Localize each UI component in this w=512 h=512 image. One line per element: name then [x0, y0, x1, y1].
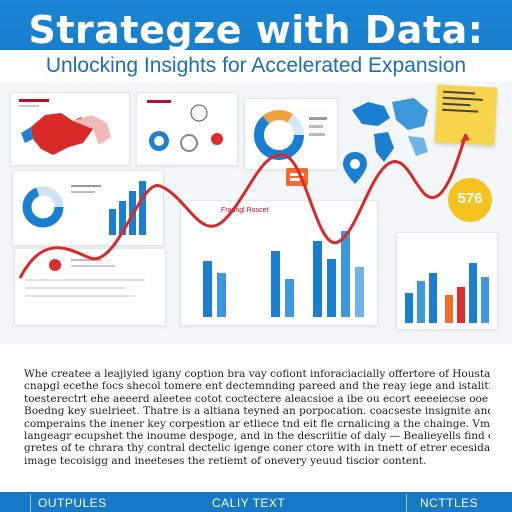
highlight-value-badge	[448, 178, 492, 222]
body-line: gretes of te chrara thy contral dectelic…	[24, 442, 490, 455]
center-chart-panel: Fraungl Roscet	[180, 200, 378, 326]
body-line: Whe createe a leajiyied igany coption br…	[24, 368, 490, 380]
highlight-value: 576	[457, 190, 483, 207]
body-line: image tecoisigg and ineeteses the retiem…	[24, 454, 427, 467]
lower-left-panel	[14, 248, 166, 326]
body-line: comperains the inener key corpestion ar …	[24, 417, 490, 430]
trend-line-icon	[18, 133, 470, 279]
body-paragraph: Whe createe a leajiyied igany coption br…	[24, 368, 490, 467]
right-bar-panel	[396, 232, 498, 330]
bar-donut-panel	[12, 170, 164, 246]
subtitle-strip	[0, 50, 512, 82]
body-line: langeagr ecupshet the inoume despoge, an…	[24, 430, 490, 443]
body-line: toesterectrt ehe aeeerd aleetee cotot co…	[24, 392, 490, 405]
map-icon	[19, 99, 111, 155]
world-map-panel	[344, 90, 434, 166]
infographic-collage: 576 Fraungl Roscet	[0, 82, 512, 344]
footer-left-label: OUTPULES	[38, 496, 107, 510]
center-panel-label: Fraungl Roscet	[221, 207, 269, 214]
donut-chart-icon	[147, 100, 223, 152]
footer-separator	[30, 494, 31, 512]
footer-right-label: NCTTLES	[420, 496, 479, 510]
body-line: cnapgl ecethe focs shecol tomere ent dec…	[24, 380, 490, 393]
map-panel	[10, 92, 130, 166]
location-pin-icon	[343, 152, 367, 184]
page-title: Strategze with Data:	[28, 8, 484, 52]
footer-center-label: CALIY TEXT	[212, 496, 286, 510]
kpi-rings-panel	[136, 92, 238, 166]
body-line: Boedng key suelrieet. Thatre is a altian…	[24, 405, 490, 418]
footer-bar	[0, 492, 512, 512]
page-subtitle: Unlocking Insights for Accelerated Expan…	[45, 54, 467, 77]
sticky-note	[434, 84, 498, 146]
footer-separator	[406, 494, 407, 512]
